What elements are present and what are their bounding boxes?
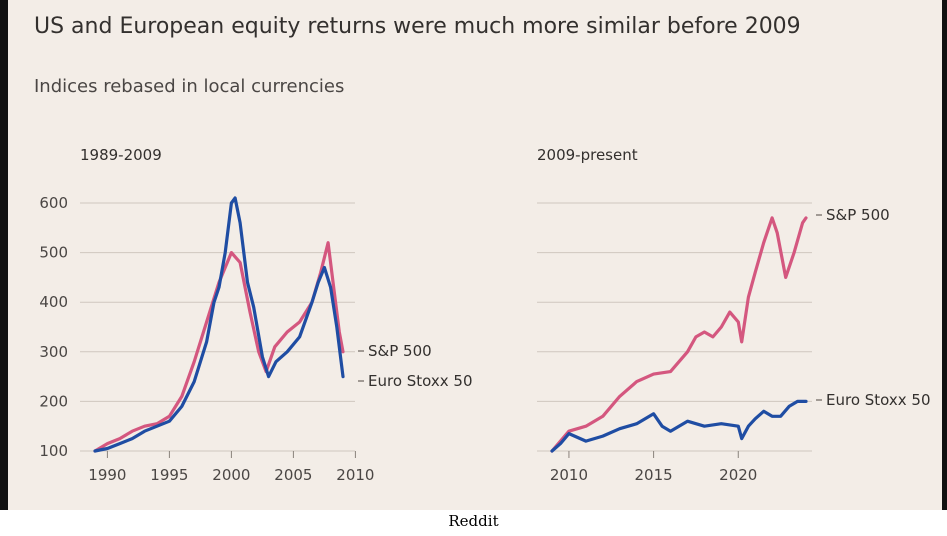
series-line-sp500	[550, 216, 808, 453]
x-tick-label: 2020	[719, 466, 757, 484]
series-line-eurostoxx50	[93, 196, 345, 453]
charts-canvas: 1989-2009 100 200 300 400 500 600 1990 1995 2000 2…	[39, 146, 931, 484]
panel-title-2: 2009-present	[537, 146, 638, 164]
y-tick-label: 400	[39, 293, 68, 311]
y-tick-label: 200	[39, 392, 68, 410]
x-tick-label: 2010	[336, 466, 374, 484]
series-label: S&P 500	[368, 342, 432, 360]
series-label: S&P 500	[826, 206, 890, 224]
x-tick-label: 1995	[150, 466, 188, 484]
x-tick-label: 2015	[635, 466, 673, 484]
y-tick-label: 100	[39, 442, 68, 460]
y-tick-label: 300	[39, 343, 68, 361]
panel-title-1: 1989-2009	[80, 146, 162, 164]
series-line-sp500	[93, 241, 345, 453]
y-tick-label: 500	[39, 244, 68, 262]
y-tick-label: 600	[39, 194, 68, 212]
series-label: Euro Stoxx 50	[368, 372, 473, 390]
x-tick-label: 2000	[212, 466, 250, 484]
series-line-eurostoxx50	[550, 399, 808, 453]
chart-title: US and European equity returns were much…	[34, 14, 801, 39]
x-tick-label: 1990	[88, 466, 126, 484]
series-label: Euro Stoxx 50	[826, 391, 931, 409]
x-tick-label: 2010	[550, 466, 588, 484]
chart-subtitle: Indices rebased in local currencies	[34, 76, 345, 97]
x-tick-label: 2005	[274, 466, 312, 484]
source-credit: Reddit	[448, 512, 499, 530]
